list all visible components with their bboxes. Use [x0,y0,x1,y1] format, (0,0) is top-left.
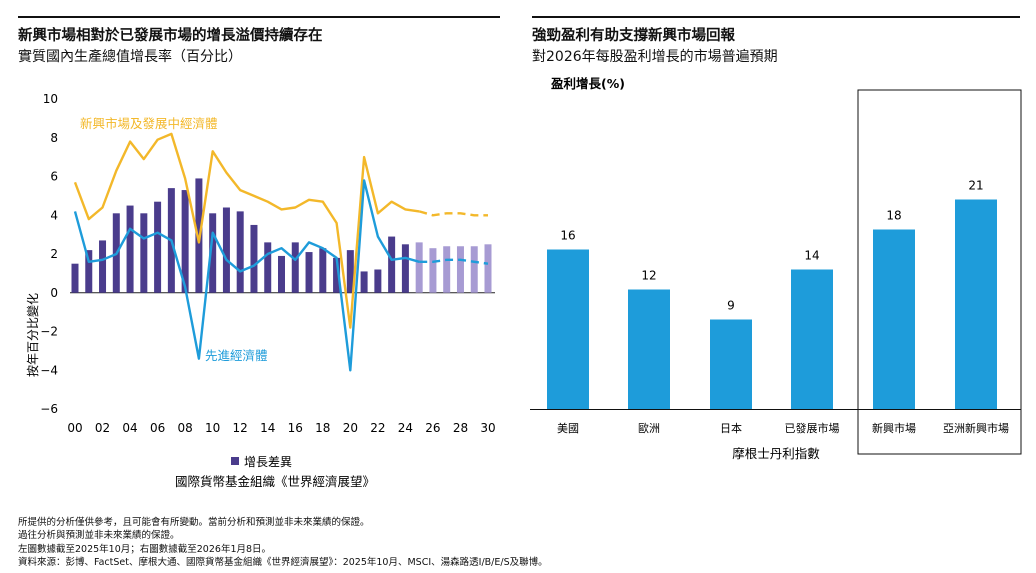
x-tick-label: 02 [95,421,110,435]
advanced-economies-line-forecast [419,258,489,265]
growth-gap-bar [99,240,107,293]
right-top-rule [532,16,1020,18]
growth-gap-bar [319,248,327,293]
growth-gap-bar [333,257,341,293]
growth-gap-bar [456,246,464,293]
y-tick-label: 2 [50,247,58,261]
left-chart-title: 新興市場相對於已發展市場的增長溢價持續存在 [18,28,323,44]
eps-category-label: 新興市場 [872,421,916,435]
x-tick-label: 24 [398,421,413,435]
growth-gap-bar [388,236,396,293]
eps-bar-value-label: 21 [968,179,983,193]
footnote-2: 過往分析與預測並非未來業績的保證。 [18,530,180,541]
growth-gap-bar [71,263,79,293]
x-tick-label: 20 [343,421,358,435]
growth-gap-bar [126,205,134,293]
x-tick-label: 06 [150,421,165,435]
x-tick-label: 18 [315,421,330,435]
growth-gap-bar [264,242,272,293]
y-axis-label: 按年百分比變化 [25,293,40,377]
growth-gap-bar [470,246,478,293]
series-label-advanced: 先進經濟體 [205,348,268,363]
footnote-4: 資料來源：彭博、FactSet、摩根大通、國際貨幣基金組織《世界經濟展望》：20… [18,557,548,568]
x-tick-label: 12 [233,421,248,435]
growth-gap-bar [374,269,382,293]
growth-gap-bar [222,207,230,293]
right-chart-title: 強勁盈利有助支撐新興市場回報 [532,28,735,44]
eps-category-label: 日本 [720,421,742,435]
growth-gap-bar [140,213,148,293]
eps-bar-value-label: 18 [886,209,901,223]
highlight-box [857,89,1022,455]
x-tick-label: 10 [205,421,220,435]
growth-gap-bar [154,201,162,293]
growth-gap-bar [305,252,313,293]
x-tick-label: 00 [67,421,82,435]
growth-gap-bar [85,250,93,293]
right-chart-subtitle: 對2026年每股盈利增長的市場普遍預期 [532,49,778,65]
growth-gap-bar [209,213,217,293]
y-tick-label: −4 [40,363,58,377]
legend-label-growth-gap: 增長差異 [244,455,292,469]
x-tick-label: 04 [122,421,137,435]
eps-x-axis-label: 摩根士丹利指數 [732,446,820,461]
eps-bar [547,249,589,410]
eps-bar-value-label: 14 [804,249,819,263]
emerging-markets-line [73,132,420,329]
eps-bar-value-label: 16 [560,229,575,243]
eps-category-label: 亞洲新興市場 [943,421,1009,435]
x-tick-label: 30 [480,421,495,435]
growth-gap-bar [415,242,423,293]
advanced-economies-line [73,179,420,372]
growth-gap-bar [250,224,258,293]
series-label-emerging: 新興市場及發展中經濟體 [80,116,218,131]
y-tick-label: 10 [43,92,58,106]
growth-gap-bar [360,271,368,293]
y-tick-label: 8 [50,131,58,145]
x-tick-label: 28 [453,421,468,435]
y-tick-label: 0 [50,286,58,300]
growth-gap-bar [236,211,244,293]
eps-bar [955,199,997,410]
x-tick-label: 22 [370,421,385,435]
eps-bar [710,319,752,410]
footnote-1: 所提供的分析僅供參考，且可能會有所變動。當前分析和預測並非未來業績的保證。 [18,517,370,528]
left-top-rule [18,16,500,18]
y-tick-label: −2 [40,325,58,339]
y-tick-label: 4 [50,208,58,222]
legend-swatch-growth-gap [231,457,239,465]
left-chart-subtitle: 實質國內生產總值增長率（百分比） [18,49,242,65]
x-tick-label: 26 [425,421,440,435]
growth-gap-bar [181,190,189,293]
growth-gap-bar [429,248,437,293]
eps-growth-chart: 盈利增長(%) 16 12 9 14 18 21 美國 歐洲 日本 已發展市場 新興市場 亞洲新興市… [530,76,1022,461]
eps-bar [873,229,915,410]
eps-category-label: 已發展市場 [785,421,840,435]
y-tick-label: 6 [50,170,58,184]
growth-gap-bar [278,255,285,293]
emerging-markets-line-forecast [418,210,488,217]
footnote-3: 左圖數據截至2025年10月；右圖數據截至2026年1月8日。 [18,544,272,555]
x-tick-label: 16 [288,421,303,435]
growth-gap-bar [443,246,451,293]
eps-y-axis-label: 盈利增長(%) [550,76,625,91]
eps-bar-value-label: 9 [727,299,735,313]
y-tick-label: −6 [40,402,58,416]
growth-gap-bar [484,244,492,293]
eps-bar [628,289,670,410]
source-label: 國際貨幣基金組織《世界經濟展望》 [175,474,375,489]
eps-category-label: 美國 [557,422,579,435]
growth-gap-bar [401,244,409,293]
eps-bar-value-label: 12 [641,269,656,283]
x-tick-label: 14 [260,421,275,435]
eps-category-label: 歐洲 [638,421,660,435]
eps-bar [791,269,833,410]
x-tick-label: 08 [177,421,192,435]
growth-gap-bar [346,250,354,293]
growth-gap-bar [291,242,299,293]
